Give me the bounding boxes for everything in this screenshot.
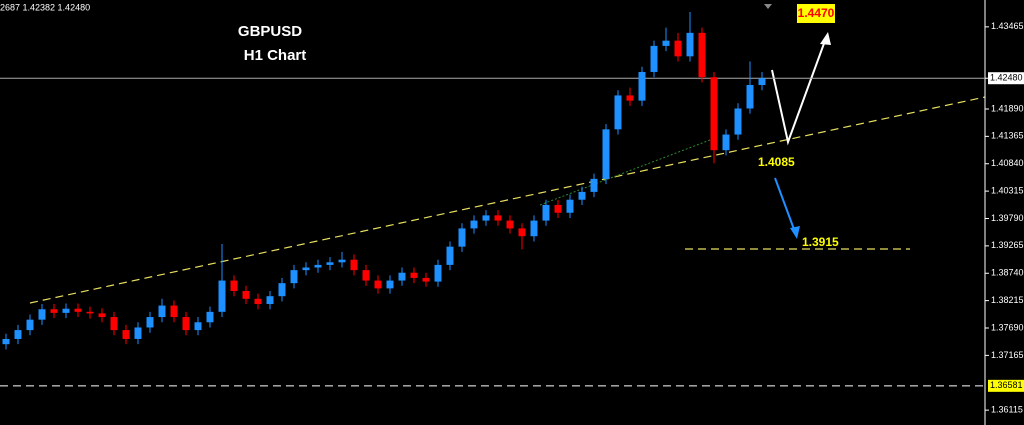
price-box <box>988 72 1024 85</box>
annotation: 1.4085 <box>758 155 795 169</box>
trend-line <box>29 96 986 304</box>
candle-body <box>98 313 106 318</box>
candle-body <box>74 308 82 312</box>
candle-body <box>182 317 190 331</box>
candle-body <box>758 78 766 85</box>
info-text: 2687 1.42382 1.42480 <box>0 2 90 12</box>
candle-body <box>338 259 346 263</box>
y-tick-label: 1.39265 <box>991 240 1024 250</box>
chart-subtitle: H1 Chart <box>244 47 307 64</box>
candle-body <box>746 85 754 109</box>
candle-body <box>110 317 118 331</box>
candle-body <box>146 317 154 328</box>
y-tick-label: 1.41365 <box>991 131 1024 141</box>
candle-body <box>602 129 610 179</box>
candle-body <box>410 272 418 278</box>
candle-body <box>662 40 670 46</box>
price-box <box>988 379 1024 392</box>
candle-body <box>458 228 466 247</box>
candle-body <box>506 220 514 229</box>
candle-body <box>218 280 226 312</box>
candle-body <box>254 298 262 305</box>
annotation: 1.4470 <box>798 6 835 20</box>
candle-body <box>590 178 598 192</box>
y-tick-label: 1.38740 <box>991 268 1024 278</box>
candle-body <box>14 330 22 339</box>
candle-body <box>86 311 94 314</box>
candle-body <box>554 204 562 213</box>
candle-body <box>362 270 370 281</box>
y-tick-label: 1.38215 <box>991 295 1024 305</box>
candle-body <box>398 272 406 281</box>
current-price-label: 1.42480 <box>990 73 1023 83</box>
candle-body <box>50 309 58 313</box>
candle-body <box>38 309 46 320</box>
candle-body <box>518 228 526 237</box>
y-tick-label: 1.37165 <box>991 350 1024 360</box>
target-box <box>797 4 835 23</box>
drawings <box>29 4 986 304</box>
candle-body <box>614 95 622 130</box>
y-tick-label: 1.39790 <box>991 213 1024 223</box>
support-label: 1.36581 <box>990 380 1023 390</box>
candle-body <box>494 215 502 221</box>
candle-body <box>734 108 742 135</box>
candle-body <box>542 204 550 221</box>
candle-body <box>314 264 322 268</box>
chart-title: GBPUSD <box>238 23 302 40</box>
candle-body <box>470 220 478 229</box>
y-tick-label: 1.40840 <box>991 158 1024 168</box>
candle-body <box>278 283 286 297</box>
candle-body <box>446 246 454 265</box>
candle-body <box>194 322 202 331</box>
candle-body <box>578 191 586 200</box>
candle-body <box>230 280 238 291</box>
candle-body <box>2 338 10 345</box>
y-tick-label: 1.43465 <box>991 21 1024 31</box>
candle-body <box>434 264 442 282</box>
candle-body <box>26 319 34 331</box>
candle-body <box>242 290 250 299</box>
candle-body <box>482 215 490 221</box>
candle-body <box>206 311 214 323</box>
candle-body <box>290 270 298 284</box>
candle-body <box>374 280 382 289</box>
down-arrow <box>774 177 796 233</box>
arrow-head <box>820 32 831 45</box>
candle-body <box>638 71 646 101</box>
arrow-head <box>790 226 800 239</box>
y-tick-label: 1.36115 <box>991 405 1023 415</box>
candle-body <box>122 330 130 339</box>
candle-body <box>266 296 274 305</box>
candle-body <box>698 32 706 78</box>
candle-body <box>170 305 178 318</box>
y-tick-label: 1.40315 <box>991 185 1024 195</box>
scenario-arrow <box>771 37 827 146</box>
candle-body <box>326 262 334 265</box>
candle-body <box>530 220 538 237</box>
annotation: 1.3915 <box>802 235 839 249</box>
candle-body <box>566 199 574 213</box>
candle-body <box>422 277 430 282</box>
candle-body <box>722 134 730 151</box>
candle-body <box>626 95 634 101</box>
channel-line <box>539 139 711 206</box>
candle-body <box>710 77 718 151</box>
candle-body <box>350 259 358 271</box>
y-tick-label: 1.37690 <box>991 322 1024 332</box>
candle-body <box>674 40 682 57</box>
candle-body <box>686 32 694 57</box>
candle-body <box>134 327 142 339</box>
candle-body <box>302 267 310 271</box>
y-tick-label: 1.41890 <box>991 103 1024 113</box>
candle-body <box>62 308 70 313</box>
candle-body <box>158 305 166 318</box>
candle-body <box>650 45 658 72</box>
candle-body <box>386 280 394 289</box>
shift-marker <box>764 4 772 9</box>
